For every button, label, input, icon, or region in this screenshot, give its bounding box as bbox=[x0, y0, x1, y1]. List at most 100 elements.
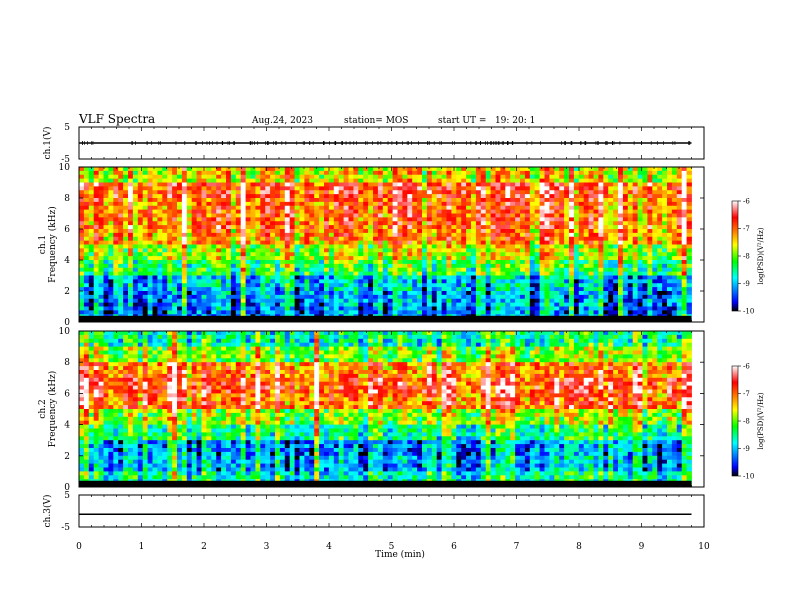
heatmap-cell bbox=[240, 190, 246, 195]
heatmap-cell bbox=[353, 287, 359, 292]
heatmap-cell bbox=[255, 198, 261, 203]
heatmap-cell bbox=[622, 256, 629, 261]
heatmap-cell bbox=[627, 194, 634, 199]
heatmap-cell bbox=[240, 291, 246, 296]
heatmap-cell bbox=[510, 310, 516, 315]
heatmap-cell bbox=[304, 194, 310, 199]
heatmap-cell bbox=[103, 267, 109, 273]
heatmap-cell bbox=[128, 240, 134, 245]
heatmap-cell bbox=[407, 201, 413, 207]
heatmap-cell bbox=[348, 236, 354, 242]
heatmap-cell bbox=[583, 263, 589, 269]
heatmap-cell bbox=[93, 186, 99, 191]
heatmap-cell bbox=[377, 182, 384, 187]
heatmap-cell bbox=[142, 178, 148, 183]
heatmap-cell bbox=[348, 248, 354, 253]
heatmap-cell bbox=[627, 182, 634, 187]
heatmap-cell bbox=[157, 221, 163, 226]
heatmap-cell bbox=[98, 194, 104, 199]
heatmap-cell bbox=[338, 244, 344, 249]
heatmap-cell bbox=[211, 240, 217, 245]
heatmap-cell bbox=[211, 244, 217, 249]
heatmap-cell bbox=[500, 194, 506, 199]
heatmap-cell bbox=[495, 198, 501, 203]
heatmap-cell bbox=[529, 170, 536, 176]
heatmap-cell bbox=[177, 229, 183, 234]
heatmap-cell bbox=[471, 229, 477, 234]
heatmap-cell bbox=[338, 298, 344, 304]
heatmap-cell bbox=[588, 252, 594, 257]
heatmap-cell bbox=[83, 240, 90, 245]
heatmap-cell bbox=[147, 205, 153, 211]
heatmap-cell bbox=[113, 232, 119, 238]
heatmap-cell bbox=[549, 217, 555, 222]
heatmap-cell bbox=[588, 283, 594, 288]
heatmap-cell bbox=[186, 213, 193, 218]
heatmap-cell bbox=[93, 306, 99, 311]
heatmap-cell bbox=[608, 217, 614, 222]
heatmap-cell bbox=[172, 283, 178, 288]
heatmap-cell bbox=[377, 252, 384, 257]
heatmap-cell bbox=[412, 198, 418, 203]
heatmap-cell bbox=[270, 209, 276, 214]
heatmap-cell bbox=[539, 167, 545, 172]
heatmap-cell bbox=[343, 221, 349, 226]
heatmap-cell bbox=[613, 294, 619, 300]
heatmap-cell bbox=[289, 174, 295, 180]
heatmap-cell bbox=[593, 283, 599, 288]
heatmap-cell bbox=[279, 236, 286, 242]
heatmap-cell bbox=[328, 252, 335, 257]
heatmap-cell bbox=[162, 209, 168, 214]
heatmap-cell bbox=[495, 236, 501, 242]
heatmap-cell bbox=[108, 190, 114, 195]
heatmap-cell bbox=[417, 229, 423, 234]
heatmap-cell bbox=[358, 225, 364, 230]
heatmap-cell bbox=[250, 310, 256, 315]
heatmap-cell bbox=[529, 182, 536, 187]
heatmap-cell bbox=[480, 209, 487, 214]
heatmap-cell bbox=[309, 194, 315, 199]
heatmap-cell bbox=[226, 213, 232, 218]
heatmap-cell bbox=[387, 229, 393, 234]
heatmap-cell bbox=[181, 306, 188, 311]
heatmap-cell bbox=[598, 256, 604, 261]
heatmap-cell bbox=[564, 248, 570, 253]
heatmap-cell bbox=[436, 221, 442, 226]
heatmap-cell bbox=[226, 244, 232, 249]
heatmap-cell bbox=[608, 252, 614, 257]
heatmap-cell bbox=[534, 182, 540, 187]
heatmap-cell bbox=[260, 232, 266, 238]
heatmap-cell bbox=[245, 240, 251, 245]
heatmap-cell bbox=[578, 225, 585, 230]
heatmap-cell bbox=[627, 225, 634, 230]
heatmap-cell bbox=[177, 198, 183, 203]
heatmap-cell bbox=[544, 283, 550, 288]
heatmap-cell bbox=[529, 194, 536, 199]
heatmap-cell bbox=[314, 182, 320, 187]
heatmap-cell bbox=[647, 232, 653, 238]
heatmap-cell bbox=[382, 267, 389, 273]
heatmap-cell bbox=[647, 256, 653, 261]
heatmap-cell bbox=[343, 217, 349, 222]
heatmap-cell bbox=[377, 283, 384, 288]
heatmap-cell bbox=[157, 291, 163, 296]
heatmap-cell bbox=[191, 198, 197, 203]
heatmap-cell bbox=[319, 283, 325, 288]
heatmap-cell bbox=[544, 298, 550, 304]
heatmap-cell bbox=[402, 174, 408, 180]
heatmap-cell bbox=[578, 221, 585, 226]
heatmap-cell bbox=[524, 201, 531, 207]
heatmap-cell bbox=[245, 182, 251, 187]
heatmap-cell bbox=[520, 244, 526, 249]
heatmap-cell bbox=[368, 244, 374, 249]
heatmap-cell bbox=[480, 263, 487, 269]
heatmap-cell bbox=[377, 170, 384, 176]
heatmap-cell bbox=[250, 260, 256, 265]
heatmap-cell bbox=[123, 198, 129, 203]
heatmap-cell bbox=[446, 267, 452, 273]
heatmap-cell bbox=[284, 294, 291, 300]
heatmap-cell bbox=[397, 310, 403, 315]
heatmap-cell bbox=[201, 263, 207, 269]
heatmap-cell bbox=[172, 229, 178, 234]
heatmap-cell bbox=[206, 310, 212, 315]
